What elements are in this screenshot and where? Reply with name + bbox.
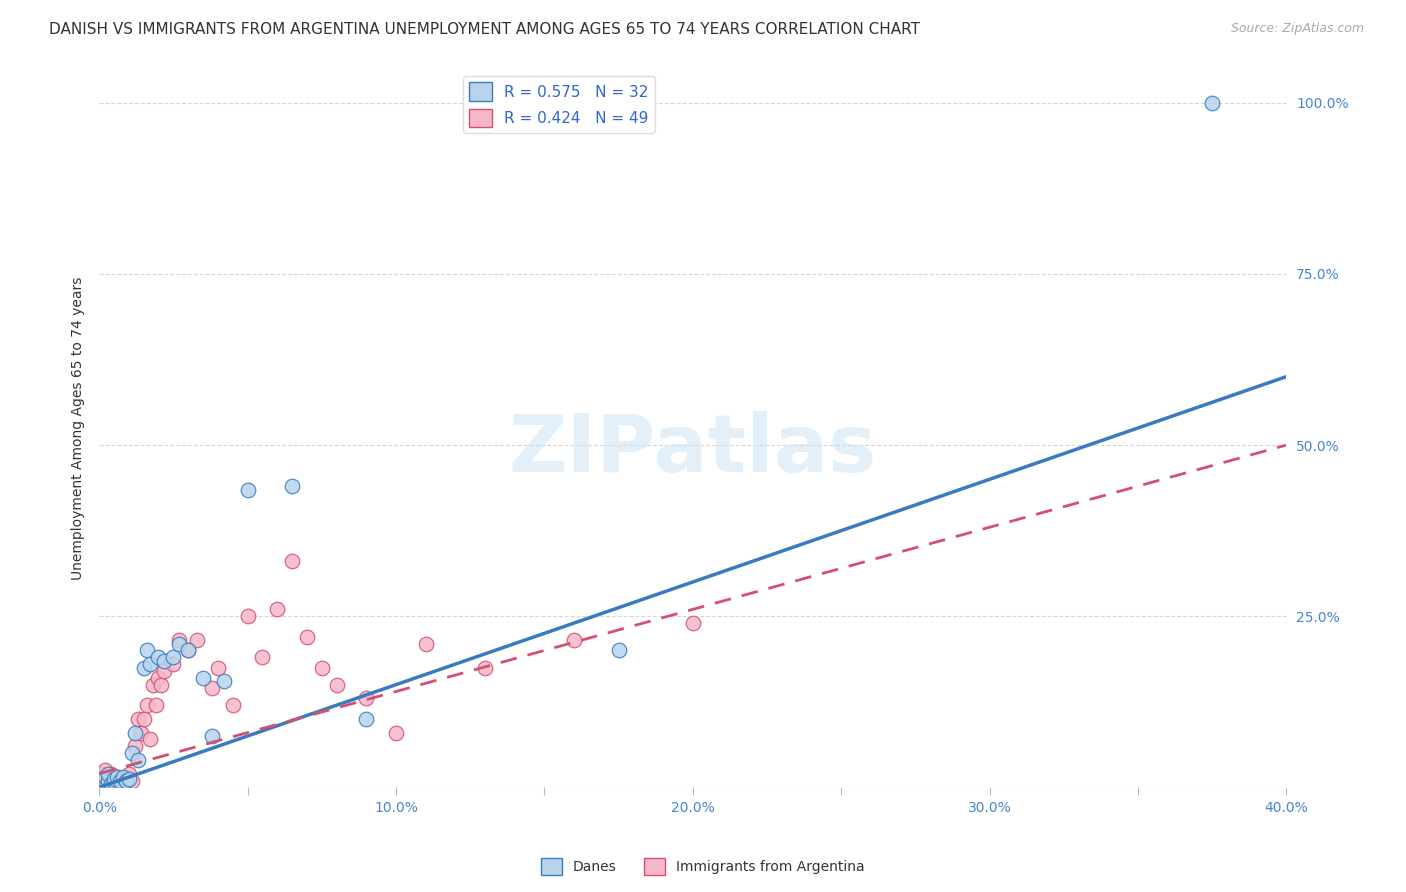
Point (295, 630, 318, 644)
Point (118, 766, 141, 780)
Point (169, 637, 191, 651)
Point (222, 698, 245, 713)
Point (385, 725, 408, 739)
Point (207, 660, 229, 674)
Y-axis label: Unemployment Among Ages 65 to 74 years: Unemployment Among Ages 65 to 74 years (72, 277, 86, 580)
Point (94, 770, 117, 784)
Point (105, 770, 128, 784)
Point (356, 691, 378, 706)
Point (108, 775, 131, 789)
Point (129, 725, 152, 739)
Point (266, 602, 288, 616)
Point (124, 725, 146, 739)
Legend: Danes, Immigrants from Argentina: Danes, Immigrants from Argentina (536, 853, 870, 880)
Point (103, 772, 125, 786)
Point (105, 770, 128, 784)
Point (100, 777, 122, 791)
Point (562, 633, 585, 648)
Point (169, 633, 191, 648)
Point (281, 479, 304, 493)
Point (121, 773, 143, 788)
Point (162, 657, 184, 672)
Point (100, 773, 122, 788)
Text: Source: ZipAtlas.com: Source: ZipAtlas.com (1230, 22, 1364, 36)
Point (103, 772, 125, 786)
Legend: R = 0.575   N = 32, R = 0.424   N = 49: R = 0.575 N = 32, R = 0.424 N = 49 (463, 76, 655, 133)
Point (108, 773, 131, 788)
Point (311, 660, 333, 674)
Point (91, 773, 114, 788)
Point (118, 772, 141, 786)
Point (415, 637, 437, 651)
Point (94, 764, 117, 778)
Point (138, 732, 160, 747)
Point (138, 657, 160, 672)
Point (91, 777, 114, 791)
Point (201, 729, 224, 743)
Point (94, 770, 117, 784)
Point (325, 678, 347, 692)
Point (148, 671, 170, 685)
Point (142, 678, 165, 692)
Point (145, 698, 167, 713)
Point (177, 643, 200, 657)
Point (281, 554, 304, 568)
Point (127, 712, 149, 726)
Point (153, 664, 176, 678)
Point (148, 650, 170, 665)
Point (236, 483, 259, 497)
Point (121, 746, 143, 760)
Text: DANISH VS IMMIGRANTS FROM ARGENTINA UNEMPLOYMENT AMONG AGES 65 TO 74 YEARS CORRE: DANISH VS IMMIGRANTS FROM ARGENTINA UNEM… (49, 22, 920, 37)
Point (186, 633, 208, 648)
Point (252, 650, 274, 665)
Point (191, 671, 214, 685)
Point (1201, 95, 1223, 110)
Point (94, 773, 117, 788)
Point (153, 654, 176, 668)
Point (97, 773, 120, 788)
Point (132, 712, 155, 726)
Point (115, 773, 138, 788)
Point (103, 775, 125, 789)
Point (356, 712, 378, 726)
Point (108, 772, 131, 786)
Point (111, 772, 134, 786)
Point (124, 739, 146, 754)
Point (127, 753, 149, 767)
Point (682, 615, 704, 630)
Point (135, 643, 157, 657)
Point (115, 773, 138, 788)
Point (91, 766, 114, 780)
Point (236, 609, 259, 624)
Point (111, 770, 134, 784)
Point (100, 766, 122, 780)
Point (97, 770, 120, 784)
Point (162, 650, 184, 665)
Point (201, 681, 224, 695)
Point (607, 643, 630, 657)
Point (97, 766, 120, 780)
Point (212, 674, 235, 689)
Point (135, 698, 157, 713)
Point (177, 643, 200, 657)
Point (150, 678, 173, 692)
Point (97, 773, 120, 788)
Point (132, 660, 155, 674)
Point (103, 777, 125, 791)
Point (474, 660, 496, 674)
Point (105, 773, 128, 788)
Text: ZIPatlas: ZIPatlas (509, 410, 877, 489)
